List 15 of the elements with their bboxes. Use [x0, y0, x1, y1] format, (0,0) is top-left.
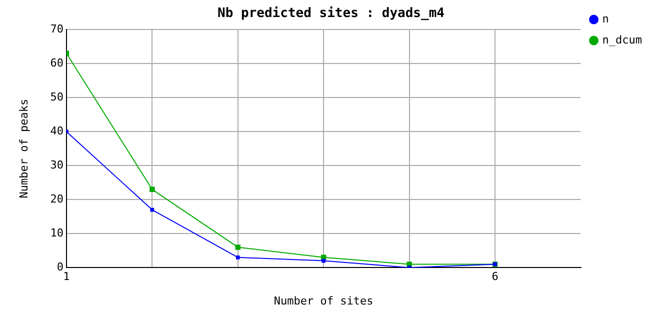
x-tick-label: 1 [63, 270, 70, 284]
y-tick-label: 10 [50, 226, 64, 240]
x-tick-label: 6 [492, 270, 498, 284]
y-axis-title: Number of peaks [17, 98, 30, 198]
y-tick-label: 40 [50, 124, 64, 138]
y-tick-label: 30 [50, 158, 64, 172]
x-axis-title: Number of sites [274, 294, 374, 308]
chart-title: Nb predicted sites : dyads_m4 [218, 6, 445, 22]
y-tick-label: 50 [50, 90, 64, 104]
y-tick-label: 0 [56, 260, 64, 274]
y-tick-label: 70 [50, 22, 64, 36]
legend-label: n_dcum [602, 33, 642, 46]
y-tick-label: 60 [50, 56, 64, 70]
legend-label: n [602, 12, 609, 26]
y-tick-label: 20 [50, 192, 64, 206]
